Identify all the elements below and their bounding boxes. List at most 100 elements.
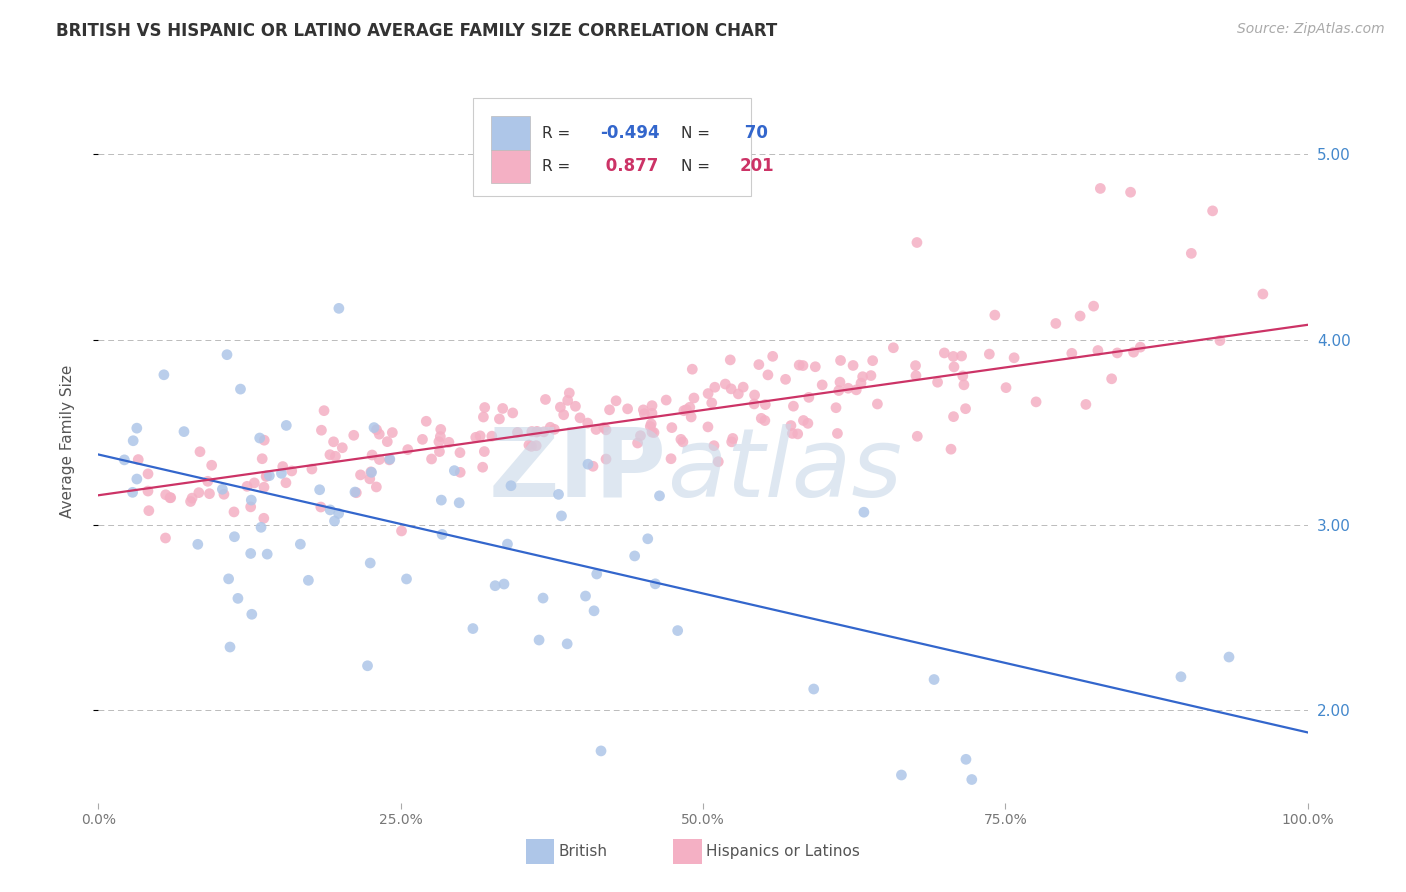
Point xyxy=(198,486,221,500)
Point xyxy=(703,380,725,394)
Point xyxy=(775,372,797,386)
Point xyxy=(524,439,547,453)
Point xyxy=(218,572,240,586)
Point xyxy=(811,378,834,392)
Point xyxy=(219,640,242,654)
Point xyxy=(890,768,912,782)
Point xyxy=(430,527,453,541)
Point xyxy=(718,352,741,367)
Point xyxy=(395,572,418,586)
Point xyxy=(323,514,346,528)
Point xyxy=(243,475,266,490)
Point xyxy=(727,387,749,401)
FancyBboxPatch shape xyxy=(474,98,751,196)
Point xyxy=(640,419,662,434)
Point xyxy=(127,452,149,467)
Point xyxy=(396,442,419,457)
Point xyxy=(290,537,312,551)
Point xyxy=(201,458,224,473)
Point xyxy=(1101,372,1123,386)
Point xyxy=(240,607,263,622)
Point xyxy=(366,480,388,494)
Point xyxy=(361,448,384,462)
Point xyxy=(520,439,543,453)
Point xyxy=(720,434,742,449)
Point xyxy=(470,429,492,443)
Point xyxy=(349,467,371,482)
Text: N =: N = xyxy=(682,126,716,141)
Point xyxy=(630,428,652,442)
Point xyxy=(506,425,529,440)
Point xyxy=(520,425,543,439)
Point xyxy=(859,368,882,383)
Point xyxy=(155,488,177,502)
Point xyxy=(623,549,645,563)
Point xyxy=(222,505,245,519)
Point xyxy=(187,485,209,500)
Point xyxy=(558,386,581,401)
Point xyxy=(492,577,515,591)
Point xyxy=(882,341,904,355)
Point xyxy=(215,348,238,362)
Point xyxy=(681,409,703,424)
Point xyxy=(481,429,503,443)
Point xyxy=(1119,185,1142,199)
Text: ZIP: ZIP xyxy=(489,424,666,517)
Text: British: British xyxy=(558,845,607,859)
Point xyxy=(633,407,655,421)
Point xyxy=(121,485,143,500)
Point xyxy=(797,417,820,431)
Point xyxy=(942,350,965,364)
Point xyxy=(359,556,381,570)
Text: 201: 201 xyxy=(740,157,773,175)
Point xyxy=(659,451,682,466)
Point xyxy=(378,452,401,467)
Point xyxy=(360,466,382,480)
Point xyxy=(256,468,278,483)
Point xyxy=(308,483,330,497)
Point xyxy=(583,604,606,618)
Point xyxy=(666,624,689,638)
Point xyxy=(637,532,659,546)
Text: Source: ZipAtlas.com: Source: ZipAtlas.com xyxy=(1237,22,1385,37)
Point xyxy=(553,408,575,422)
Point xyxy=(1251,287,1274,301)
Point xyxy=(904,359,927,373)
Point xyxy=(125,421,148,435)
Point xyxy=(953,377,976,392)
Point xyxy=(828,384,851,398)
Point xyxy=(952,368,974,383)
Point xyxy=(499,479,522,493)
Point xyxy=(226,591,249,606)
Point xyxy=(488,412,510,426)
Point xyxy=(429,422,451,436)
Point xyxy=(955,401,977,416)
Point xyxy=(159,491,181,505)
Point xyxy=(363,420,385,434)
Point xyxy=(605,393,627,408)
Point xyxy=(721,432,744,446)
Point xyxy=(960,772,983,787)
Point xyxy=(927,376,949,390)
Point xyxy=(472,410,495,425)
Point xyxy=(1025,395,1047,409)
Point xyxy=(633,402,655,417)
Point xyxy=(430,493,453,508)
Point xyxy=(744,388,766,402)
Point xyxy=(464,430,486,444)
Point xyxy=(641,425,664,440)
Point xyxy=(599,402,621,417)
Point xyxy=(325,450,347,464)
Point xyxy=(703,439,725,453)
Point xyxy=(253,480,276,494)
Point xyxy=(360,465,382,479)
Point xyxy=(803,681,825,696)
Point xyxy=(344,485,367,500)
Point xyxy=(496,537,519,551)
Point xyxy=(786,426,808,441)
Point xyxy=(942,409,965,424)
Point xyxy=(672,403,695,417)
Point xyxy=(828,375,851,389)
Point xyxy=(995,381,1018,395)
Point xyxy=(212,487,235,501)
